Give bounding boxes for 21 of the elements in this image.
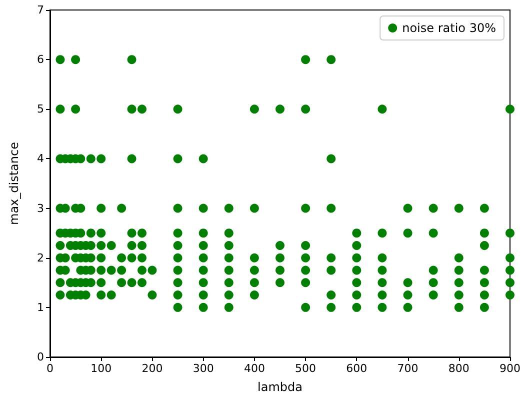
x-tick-label: 600 [346,362,368,375]
y-axis-title: max_distance [7,142,21,225]
y-tick-label: 7 [37,4,44,16]
x-tick-label: 0 [46,362,54,375]
x-tick-label: 500 [295,362,316,375]
x-tick-label: 900 [500,362,520,375]
y-tick-label: 3 [37,202,44,215]
y-tick-label: 0 [37,350,44,364]
y-tick-label: 5 [37,102,44,116]
x-tick-label: 400 [244,362,265,375]
x-tick-label: 700 [397,362,418,375]
y-tick-label: 6 [37,53,44,66]
x-tick-label: 800 [448,362,470,375]
x-tick-label: 200 [142,362,163,375]
legend-label: noise ratio 30% [402,21,496,35]
x-axis-title: lambda [258,380,302,394]
x-tick-label: 100 [90,362,112,375]
y-tick-label: 2 [37,251,44,264]
y-tick-label: 4 [37,152,44,166]
y-tick-label: 1 [37,300,44,314]
x-tick-label: 300 [192,362,214,375]
